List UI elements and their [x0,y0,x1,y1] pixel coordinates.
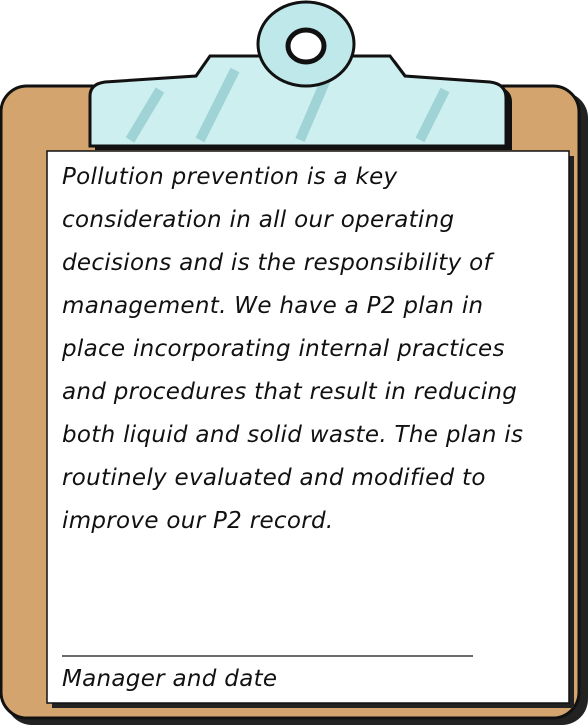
body-line: decisions and is the responsibility of [62,250,495,276]
body-line: improve our P2 record. [62,508,334,534]
clipboard: Pollution prevention is a key considerati… [0,0,588,725]
body-line: place incorporating internal practices [61,336,505,362]
body-line: and procedures that result in reducing [62,379,517,405]
body-line: consideration in all our operating [62,207,454,233]
body-line: both liquid and solid waste. The plan is [62,422,523,448]
body-line: management. We have a P2 plan in [62,293,483,319]
signature-label: Manager and date [62,666,277,692]
note-text: Pollution prevention is a key considerati… [61,164,523,534]
page: {"note": {"body_lines": [ "Pollution pre… [0,0,588,725]
clip-hole [288,30,324,62]
body-line: Pollution prevention is a key [62,164,398,190]
body-line: routinely evaluated and modified to [62,465,486,491]
